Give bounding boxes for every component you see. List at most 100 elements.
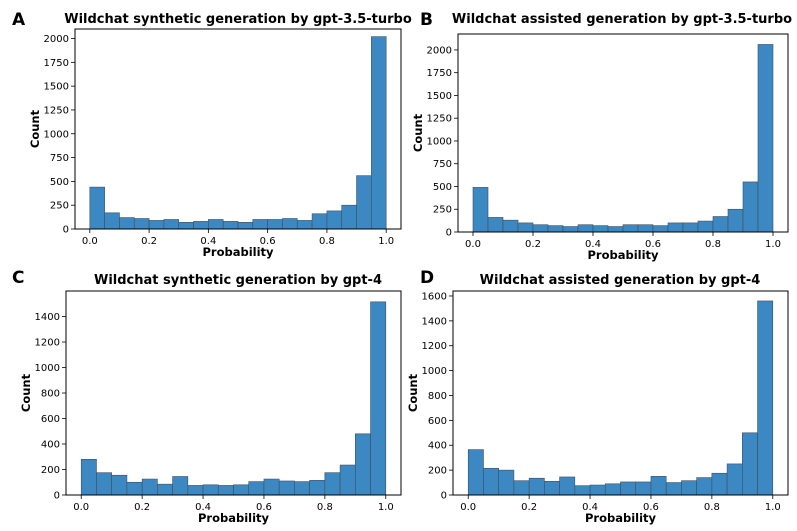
histogram-bar [237, 222, 254, 230]
histogram-bar [607, 226, 624, 233]
x-axis-label: Probability [587, 248, 659, 262]
y-tick-label: 1250 [427, 114, 452, 125]
y-tick-label: 0 [54, 491, 60, 502]
histogram-bar [487, 217, 504, 233]
histogram-bar [187, 485, 204, 496]
histogram-bar [502, 219, 519, 233]
y-tick-label: 1750 [44, 58, 69, 69]
histogram-bar [711, 472, 728, 496]
histogram-bar [622, 224, 639, 233]
histogram-bar [324, 472, 341, 496]
histogram-bar [119, 217, 135, 230]
x-axis-label: Probability [202, 245, 274, 259]
y-axis-label: Count [411, 113, 425, 152]
y-tick-label: 0 [446, 228, 452, 239]
histogram-bar [296, 220, 313, 230]
histogram-bar [278, 480, 295, 496]
histogram-bar [355, 433, 371, 496]
chart-panel-a: 0.0 0.2 0.4 0.6 0.8 1.0 0 250 500 750 1000 1250 1500… [12, 10, 412, 259]
x-tick-label: 0.6 [256, 502, 272, 513]
y-tick-label: 500 [433, 182, 452, 193]
histogram-bar [193, 221, 209, 230]
histogram-bar [294, 481, 310, 496]
x-axis-label: Probability [585, 511, 657, 525]
y-tick-label: 500 [50, 177, 69, 188]
histogram-bar [341, 204, 357, 230]
y-tick-label: 1000 [427, 136, 452, 147]
x-tick-label: 0.4 [200, 236, 216, 247]
histogram-bar [742, 432, 758, 496]
chart-title: Wildchat assisted generation by gpt-4 [480, 273, 761, 288]
x-tick-label: 0.2 [521, 502, 537, 513]
y-tick-label: 250 [433, 205, 452, 216]
histogram-bar [727, 208, 744, 233]
y-tick-label: 200 [41, 465, 60, 476]
histogram-bar [650, 476, 667, 496]
histogram-bar [637, 224, 654, 233]
histogram-bar [133, 218, 150, 230]
histogram-bar [562, 226, 579, 233]
histogram-bar [233, 484, 250, 496]
histogram-bar [89, 186, 105, 230]
histogram-bar [513, 480, 530, 496]
histogram-bar [589, 484, 606, 496]
histogram-bar [498, 469, 515, 496]
x-tick-label: 0.0 [73, 502, 89, 513]
axes-frame [74, 28, 402, 230]
histogram-bar [126, 481, 143, 496]
histogram-bar [104, 212, 120, 230]
y-tick-label: 600 [428, 416, 447, 427]
histogram-bar [282, 218, 298, 230]
y-tick-label: 1750 [427, 68, 452, 79]
histogram-bar [202, 484, 219, 496]
histogram-bar [696, 477, 713, 496]
histogram-bar [726, 463, 743, 496]
histogram-bar [172, 476, 189, 496]
y-tick-label: 1200 [422, 341, 447, 352]
histogram-bar [604, 483, 621, 496]
y-axis-label: Count [19, 373, 33, 412]
x-tick-label: 0.0 [82, 236, 98, 247]
y-tick-label: 750 [50, 153, 69, 164]
histogram-bar [757, 300, 774, 496]
chart-title: Wildchat synthetic generation by gpt-4 [94, 273, 382, 288]
histogram-bar [620, 481, 637, 496]
histogram-bar [311, 213, 328, 230]
histogram-bar [370, 301, 387, 496]
histogram-bar [532, 224, 549, 233]
x-tick-label: 0.2 [525, 239, 541, 250]
x-tick-label: 0.0 [465, 239, 481, 250]
x-tick-label: 1.0 [378, 236, 394, 247]
chart-title: Wildchat assisted generation by gpt-3.5-… [452, 12, 792, 27]
histogram-bar [472, 187, 489, 233]
x-tick-label: 0.4 [585, 239, 601, 250]
y-tick-label: 400 [41, 440, 60, 451]
histogram-bar [697, 220, 714, 233]
x-tick-label: 0.8 [705, 239, 721, 250]
histogram-bar [467, 449, 484, 496]
histogram-bar [96, 472, 112, 496]
y-tick-label: 800 [428, 391, 447, 402]
histogram-bar [547, 225, 564, 233]
chart-panel-c: 0.0 0.2 0.4 0.6 0.8 1.0 0 200 400 600 800 1000 1200 1… [12, 268, 402, 525]
panel-label: B [420, 10, 433, 30]
x-tick-label: 0.2 [141, 236, 157, 247]
histogram-bar [682, 222, 699, 233]
histogram-bar [148, 220, 165, 230]
x-tick-label: 1.0 [765, 502, 781, 513]
histogram-bar [309, 480, 326, 496]
histogram-bar [712, 216, 729, 233]
y-tick-label: 2000 [44, 34, 69, 45]
y-tick-label: 1250 [44, 105, 69, 116]
y-tick-label: 750 [433, 159, 452, 170]
chart-panel-d: 0.0 0.2 0.4 0.6 0.8 1.0 0 200 400 600 800 1000 1200 1… [406, 268, 789, 525]
y-tick-label: 1500 [427, 91, 452, 102]
y-tick-label: 1400 [35, 312, 60, 323]
histogram-bar [339, 464, 356, 496]
y-tick-label: 1400 [422, 316, 447, 327]
y-tick-label: 800 [41, 389, 60, 400]
y-tick-label: 0 [441, 491, 447, 502]
y-tick-label: 1200 [35, 338, 60, 349]
histogram-bar [111, 474, 128, 496]
